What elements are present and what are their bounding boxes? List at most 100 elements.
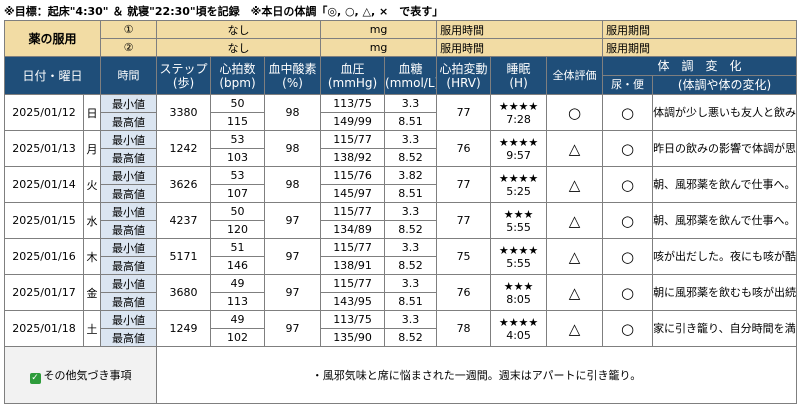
overall-rating: △ — [546, 166, 604, 203]
header-pulse: 心拍数 (bpm) — [210, 56, 266, 95]
overall-rating: △ — [546, 310, 604, 347]
bp-min: 115/77 — [320, 130, 386, 149]
medication-row-2: ② なし mg 服用時間 服用期間 — [5, 38, 798, 57]
min-label: 最小値 — [100, 130, 158, 149]
day-date: 2025/01/12 — [4, 94, 84, 131]
overall-rating: ○ — [546, 94, 604, 131]
urine-rating: ○ — [602, 310, 654, 347]
day-weekday: 木 — [82, 238, 102, 275]
bp-min: 115/77 — [320, 202, 386, 221]
spo2-value: 98 — [264, 166, 322, 203]
steps-value: 3626 — [156, 166, 212, 203]
pulse-min: 50 — [210, 202, 266, 221]
health-log-table: 薬の服用 ① なし mg 服用時間 服用期間 ② なし mg 服用時間 服用期間… — [3, 20, 798, 404]
sleep-stars: ★★★ — [503, 207, 534, 221]
sleep-stars: ★★★★ — [498, 315, 539, 329]
header-glucose: 血糖 (mmol/L) — [384, 56, 438, 95]
urine-rating: ○ — [602, 274, 654, 311]
medication-number: ② — [100, 38, 158, 57]
pulse-min: 49 — [210, 274, 266, 293]
day-row-min: 2025/01/16 木最小値 5171 51 97 115/77 3.3 75 ★★★★ 5:5… — [4, 238, 798, 275]
medication-time-label: 服用時間 — [436, 38, 604, 57]
max-label: 最高値 — [100, 220, 158, 239]
urine-rating: ○ — [602, 94, 654, 131]
pulse-max: 146 — [210, 256, 266, 275]
min-label: 最小値 — [100, 94, 158, 113]
hrv-value: 76 — [436, 130, 492, 167]
header-spo2: 血中酸素 (%) — [264, 56, 322, 95]
bp-min: 113/75 — [320, 310, 386, 329]
sleep-cell: ★★★★ 5:25 — [490, 166, 548, 203]
day-date: 2025/01/15 — [4, 202, 84, 239]
glucose-max: 8.51 — [384, 184, 438, 203]
header-row-1: 日付・曜日 時間 ステップ (歩) 心拍数 (bpm) 血中酸素 (%) 血圧 … — [3, 56, 798, 95]
header-time: 時間 — [100, 56, 158, 95]
glucose-max: 8.51 — [384, 112, 438, 131]
hrv-value: 75 — [436, 238, 492, 275]
medication-unit: mg — [320, 20, 438, 39]
sleep-cell: ★★★★ 7:28 — [490, 94, 548, 131]
condition-comment: 朝に風邪薬を飲むも咳が出続ける — [652, 274, 798, 311]
spo2-value: 97 — [264, 274, 322, 311]
bp-min: 115/77 — [320, 238, 386, 257]
spo2-value: 97 — [264, 202, 322, 239]
sleep-stars: ★★★★ — [498, 243, 539, 257]
sleep-duration: 5:55 — [506, 220, 531, 234]
spo2-value: 98 — [264, 130, 322, 167]
steps-value: 1249 — [156, 310, 212, 347]
min-label: 最小値 — [100, 310, 158, 329]
day-weekday: 水 — [82, 202, 102, 239]
bp-max: 149/99 — [320, 112, 386, 131]
medication-period-label: 服用期間 — [602, 20, 798, 39]
bp-max: 134/89 — [320, 220, 386, 239]
pulse-min: 53 — [210, 166, 266, 185]
bp-min: 113/75 — [320, 94, 386, 113]
pulse-min: 50 — [210, 94, 266, 113]
header-bp: 血圧 (mmHg) — [320, 56, 386, 95]
pulse-max: 120 — [210, 220, 266, 239]
bp-max: 138/91 — [320, 256, 386, 275]
bp-max: 145/97 — [320, 184, 386, 203]
sleep-cell: ★★★ 5:55 — [490, 202, 548, 239]
medication-time-label: 服用時間 — [436, 20, 604, 39]
medication-name: なし — [156, 38, 322, 57]
sleep-duration: 4:05 — [506, 328, 531, 342]
max-label: 最高値 — [100, 112, 158, 131]
header-body-change: (体調や体の変化) — [652, 75, 798, 95]
glucose-min: 3.3 — [384, 202, 438, 221]
spo2-value: 98 — [264, 94, 322, 131]
condition-comment: 家に引き籠り、自分時間を満喫 — [652, 310, 798, 347]
urine-rating: ○ — [602, 238, 654, 275]
header-row-2: 尿・便 (体調や体の変化) — [5, 75, 798, 95]
steps-value: 1242 — [156, 130, 212, 167]
header-sleep: 睡眠 (H) — [490, 56, 548, 95]
day-date: 2025/01/17 — [4, 274, 84, 311]
steps-value: 3380 — [156, 94, 212, 131]
day-weekday: 日 — [82, 94, 102, 131]
sleep-duration: 5:55 — [506, 256, 531, 270]
spo2-value: 97 — [264, 238, 322, 275]
day-row-min: 2025/01/13 月最小値 1242 53 98 115/77 3.3 76 ★★★★ 9:5… — [4, 130, 798, 167]
pulse-max: 113 — [210, 292, 266, 311]
glucose-min: 3.82 — [384, 166, 438, 185]
glucose-max: 8.52 — [384, 220, 438, 239]
pulse-max: 103 — [210, 148, 266, 167]
medication-row-1: 薬の服用 ① なし mg 服用時間 服用期間 — [3, 20, 798, 57]
bp-max: 143/95 — [320, 292, 386, 311]
urine-rating: ○ — [602, 166, 654, 203]
max-label: 最高値 — [100, 256, 158, 275]
min-label: 最小値 — [100, 274, 158, 293]
urine-rating: ○ — [602, 202, 654, 239]
condition-comment: 昨日の飲みの影響で体調が思わしくない。 — [652, 130, 798, 167]
day-row-min: 2025/01/12 日最小値 3380 50 98 113/75 3.3 77 ★★★★ 7:2… — [4, 94, 798, 131]
sleep-duration: 5:25 — [506, 184, 531, 198]
sleep-stars: ★★★ — [503, 279, 534, 293]
bp-min: 115/77 — [320, 274, 386, 293]
overall-rating: △ — [546, 202, 604, 239]
min-label: 最小値 — [100, 238, 158, 257]
footer-label: その他気づき事項 — [43, 368, 132, 382]
pulse-max: 107 — [210, 184, 266, 203]
medication-unit: mg — [320, 38, 438, 57]
day-date: 2025/01/14 — [4, 166, 84, 203]
day-weekday: 金 — [82, 274, 102, 311]
